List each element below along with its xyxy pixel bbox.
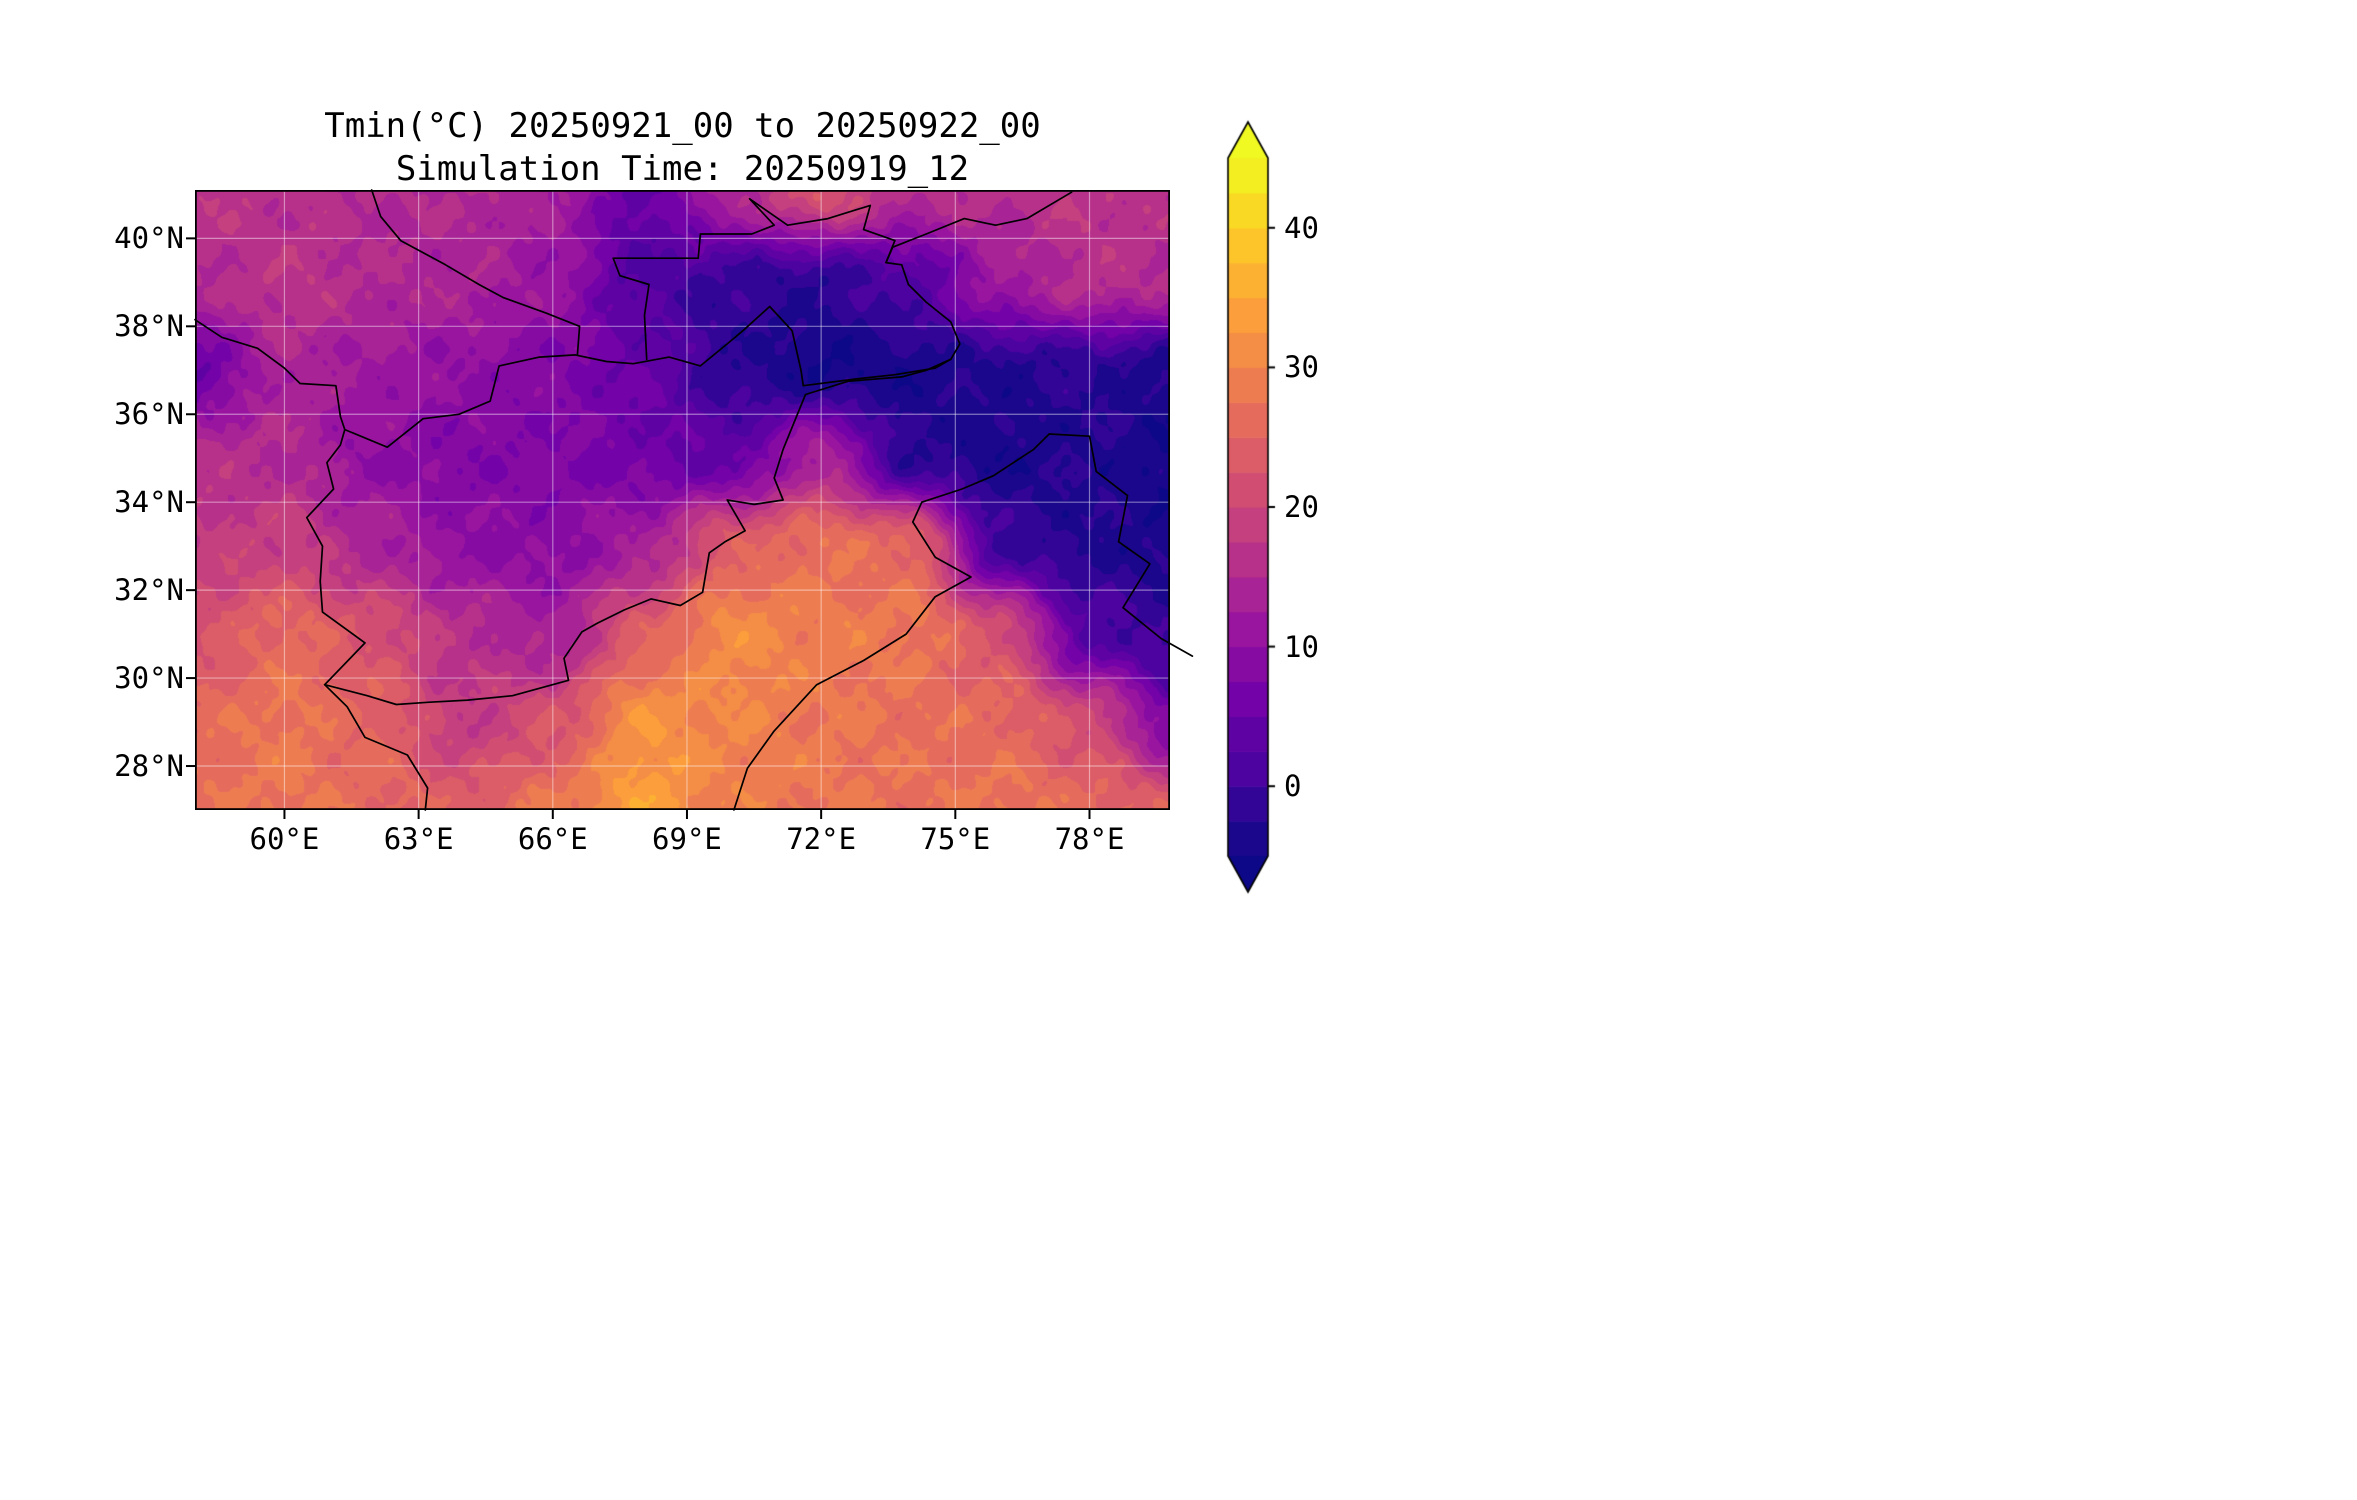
plot-title: Tmin(°C) 20250921_00 to 20250922_00 <box>324 106 1041 146</box>
colorbar-tick-label: 20 <box>1284 490 1319 524</box>
country-border <box>1048 433 1194 657</box>
x-tick-label: 78°E <box>1054 822 1125 856</box>
x-tick-label: 69°E <box>652 822 722 856</box>
country-border <box>323 683 429 811</box>
y-tick-label: 40°N <box>114 221 184 256</box>
x-tick-label: 66°E <box>517 822 588 856</box>
country-border <box>370 189 581 356</box>
country-border <box>885 191 1073 361</box>
country-border <box>612 197 896 361</box>
country-border <box>733 433 1051 811</box>
country-border <box>343 305 952 449</box>
x-tick-label: 72°E <box>786 822 857 856</box>
axes-frame <box>194 189 1171 811</box>
plot-subtitle: Simulation Time: 20250919_12 <box>395 149 970 189</box>
y-tick-label: 36°N <box>114 397 184 432</box>
map-overlay-svg <box>186 189 1194 819</box>
x-tick-label: 75°E <box>920 822 991 856</box>
country-border <box>194 318 346 431</box>
x-tick-label: 63°E <box>383 822 454 856</box>
colorbar-tick-label: 30 <box>1284 350 1319 385</box>
y-tick-label: 28°N <box>114 749 184 784</box>
y-tick-label: 30°N <box>114 661 184 696</box>
country-border <box>305 428 366 686</box>
y-tick-label: 34°N <box>114 485 184 520</box>
colorbar-tick-label: 0 <box>1284 769 1302 804</box>
colorbar-tick-label: 10 <box>1284 629 1319 664</box>
y-tick-label: 38°N <box>114 309 184 344</box>
map-plot-area <box>186 189 1194 819</box>
colorbar-tick-label: 40 <box>1284 210 1319 245</box>
country-border <box>323 358 952 706</box>
colorbar-canvas <box>1226 118 1286 903</box>
temperature-heatmap-canvas <box>195 190 1170 810</box>
colorbar: 40 30 20 10 0 <box>1226 118 1426 903</box>
y-tick-label: 32°N <box>114 573 184 608</box>
x-tick-label: 60°E <box>249 822 320 856</box>
